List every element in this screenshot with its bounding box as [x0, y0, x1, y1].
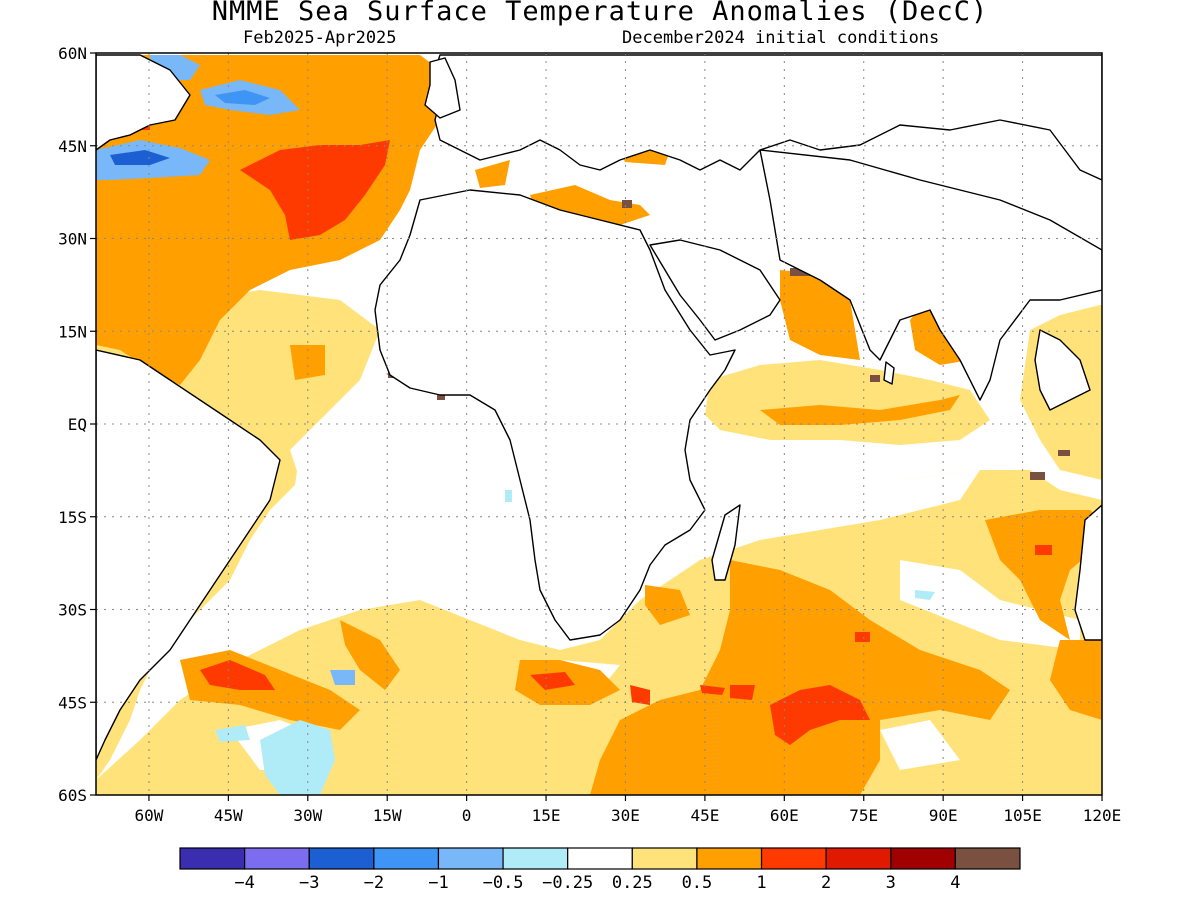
colorbar-swatch	[437, 847, 504, 870]
lon-tick-label: 60W	[134, 806, 163, 825]
africa-outline	[374, 189, 736, 641]
colorbar-label: 0.5	[682, 873, 713, 893]
lon-tick-label: 45E	[690, 806, 719, 825]
colorbar-swatch	[760, 847, 827, 870]
north-america-outline	[96, 54, 191, 151]
lon-tick-label: 75E	[849, 806, 878, 825]
colorbar-label: −2	[364, 873, 384, 893]
colorbar-label: 2	[821, 873, 831, 893]
lon-tick-label: 15W	[373, 806, 402, 825]
colorbar-swatch	[244, 847, 310, 870]
colorbar-swatch	[179, 847, 246, 870]
british-isles-outline	[424, 57, 461, 119]
colorbar-swatch	[890, 847, 956, 870]
arabia-outline	[649, 239, 781, 341]
lon-tick-label: 60E	[770, 806, 799, 825]
lon-tick-label: 15E	[532, 806, 561, 825]
colorbar-swatch	[502, 847, 569, 870]
initial-conditions: December2024 initial conditions	[622, 28, 940, 48]
europe-outline	[429, 54, 1102, 181]
colorbar-swatch	[631, 847, 698, 870]
colorbar-swatch	[373, 847, 440, 870]
colorbar-swatch	[954, 847, 1021, 870]
lon-tick-label: 90E	[929, 806, 958, 825]
southeast-asia-outline	[1034, 329, 1091, 411]
lon-tick-label: 30E	[611, 806, 640, 825]
colorbar	[179, 847, 1021, 870]
lat-tick-label: 45N	[58, 137, 87, 156]
lat-tick-label: 60S	[58, 786, 87, 805]
colorbar-swatch	[308, 847, 375, 870]
colorbar-label: 3	[886, 873, 896, 893]
lon-tick-label: 30W	[293, 806, 322, 825]
south-america-outline	[96, 349, 281, 761]
lat-tick-label: 45S	[58, 693, 87, 712]
lon-tick-label: 105E	[1003, 806, 1042, 825]
latitude-axis-labels: 60N 45N 30N 15N EQ 15S 30S 45S 60S	[58, 44, 96, 805]
colorbar-label: −0.5	[483, 873, 524, 893]
lat-tick-label: 30S	[58, 601, 87, 620]
lat-tick-label: 15S	[58, 508, 87, 527]
forecast-period: Feb2025-Apr2025	[243, 28, 397, 48]
lon-tick-label: 45W	[214, 806, 243, 825]
colorbar-label: 0.25	[612, 873, 653, 893]
sri-lanka-outline	[883, 361, 895, 385]
colorbar-swatch	[825, 847, 892, 870]
colorbar-label: −0.25	[542, 873, 593, 893]
colorbar-label: −3	[299, 873, 319, 893]
anomaly-red-regions	[142, 118, 1052, 745]
lat-tick-label: 30N	[58, 230, 87, 249]
colorbar-label: −4	[234, 873, 254, 893]
lon-tick-label: 120E	[1083, 806, 1122, 825]
colorbar-swatch	[696, 847, 763, 870]
colorbar-swatch	[567, 847, 633, 870]
colorbar-label: 4	[950, 873, 960, 893]
anomaly-blue-regions	[96, 55, 355, 685]
map-title: NMME Sea Surface Temperature Anomalies (…	[211, 0, 989, 27]
longitude-axis-labels: 60W 45W 30W 15W 0 15E 30E 45E 60E 75E 90E 105E 120E	[134, 795, 1121, 825]
colorbar-label: −1	[428, 873, 448, 893]
south-asia-outline	[759, 149, 1102, 401]
madagascar-outline	[711, 504, 741, 581]
lat-tick-label: EQ	[68, 415, 87, 434]
anomaly-cyan-regions	[215, 490, 935, 795]
colorbar-labels: −4 −3 −2 −1 −0.5 −0.25 0.25 0.5 1 2 3 4	[234, 873, 960, 893]
anomaly-field	[96, 55, 1102, 795]
lat-tick-label: 15N	[58, 322, 87, 341]
lon-tick-label: 0	[462, 806, 472, 825]
australia-outline	[1074, 504, 1102, 641]
lat-tick-label: 60N	[58, 44, 87, 63]
coastlines	[96, 54, 1102, 761]
colorbar-label: 1	[756, 873, 766, 893]
